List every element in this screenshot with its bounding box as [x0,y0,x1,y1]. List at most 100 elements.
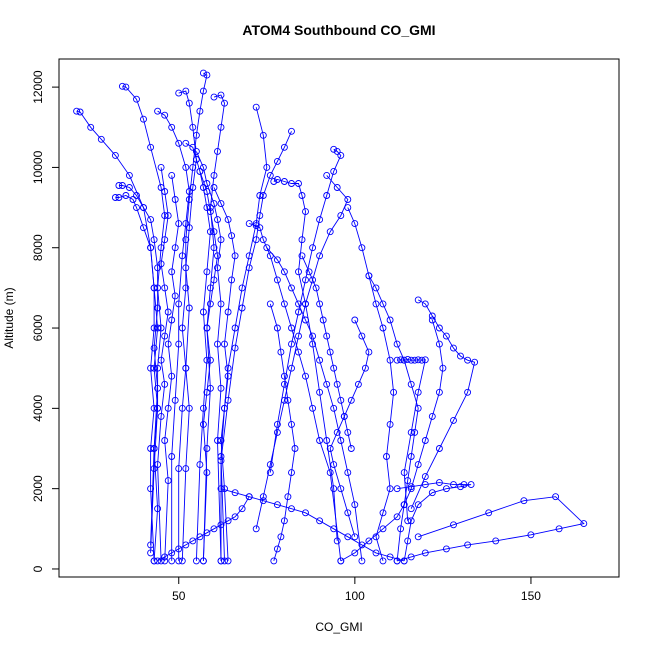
data-point [206,356,214,364]
data-point [428,412,436,420]
data-point [122,83,130,91]
data-point [326,228,334,236]
series-line [329,319,370,537]
data-point [295,308,302,316]
data-point [351,549,359,557]
data-point [214,216,221,224]
data-series [118,82,169,565]
data-point [154,505,162,513]
data-point [263,163,271,171]
data-point [161,284,169,292]
data-point [273,276,281,284]
data-point [404,517,412,525]
data-point [330,145,338,153]
data-point [309,340,317,348]
data-series [154,163,172,565]
data-point [199,184,207,191]
data-point [379,509,387,517]
series-line [340,319,444,562]
data-point [288,469,295,477]
series-line [76,110,155,561]
data-point [161,380,169,388]
data-point [140,115,147,123]
data-point [354,380,362,388]
data-point [164,308,172,316]
data-point [154,461,162,469]
data-point [203,469,211,477]
data-point [221,340,228,348]
data-point [421,437,429,444]
data-point [358,541,366,549]
data-point [199,420,207,428]
data-point [372,284,380,292]
data-point [164,340,172,348]
data-point [270,178,278,185]
data-point [129,196,137,203]
data-point [133,95,140,103]
data-point [520,497,528,505]
data-point [407,553,415,561]
x-tick-label: 50 [172,589,186,603]
data-point [118,82,126,90]
data-point [344,196,352,203]
data-point [203,188,211,195]
data-point [231,252,239,260]
data-point [464,356,472,364]
data-point [351,501,359,509]
data-point [252,220,260,228]
series-line [157,167,169,561]
data-point [379,525,387,533]
data-point [221,99,228,107]
data-point [125,184,133,191]
data-point [150,284,158,292]
data-series [252,171,352,533]
data-point [527,531,535,539]
data-point [302,300,309,308]
data-point [309,244,317,252]
data-point [386,420,394,428]
data-point [147,244,155,252]
data-point [305,268,313,276]
data-point [421,356,429,364]
data-series [154,493,253,565]
data-series [199,91,228,565]
data-point [435,445,443,452]
data-point [386,485,394,493]
data-point [435,324,443,332]
data-point [168,372,176,380]
data-point [164,404,172,412]
data-point [337,151,345,159]
data-point [450,416,457,424]
data-point [199,69,207,77]
data-point [154,364,162,372]
data-point [168,453,176,460]
data-point [73,107,81,115]
data-point [217,200,225,208]
data-point [383,453,390,460]
data-point [344,204,352,212]
data-point [214,264,221,272]
data-point [358,332,366,340]
data-point [259,497,267,505]
data-point [288,340,295,348]
data-point [288,420,295,428]
data-series [407,296,479,513]
data-point [199,163,207,171]
data-point [337,396,345,404]
data-point [168,549,176,557]
data-point [393,340,401,348]
data-point [185,99,193,107]
series-line [255,175,349,529]
data-point [344,469,352,477]
data-point [485,509,493,517]
data-point [245,220,253,228]
data-series [217,127,295,565]
data-point [206,228,214,236]
data-point [224,308,232,316]
data-point [182,284,190,292]
data-point [326,348,334,356]
data-point [333,147,341,155]
data-point [238,505,246,513]
data-point [157,356,165,364]
data-point [421,481,429,489]
